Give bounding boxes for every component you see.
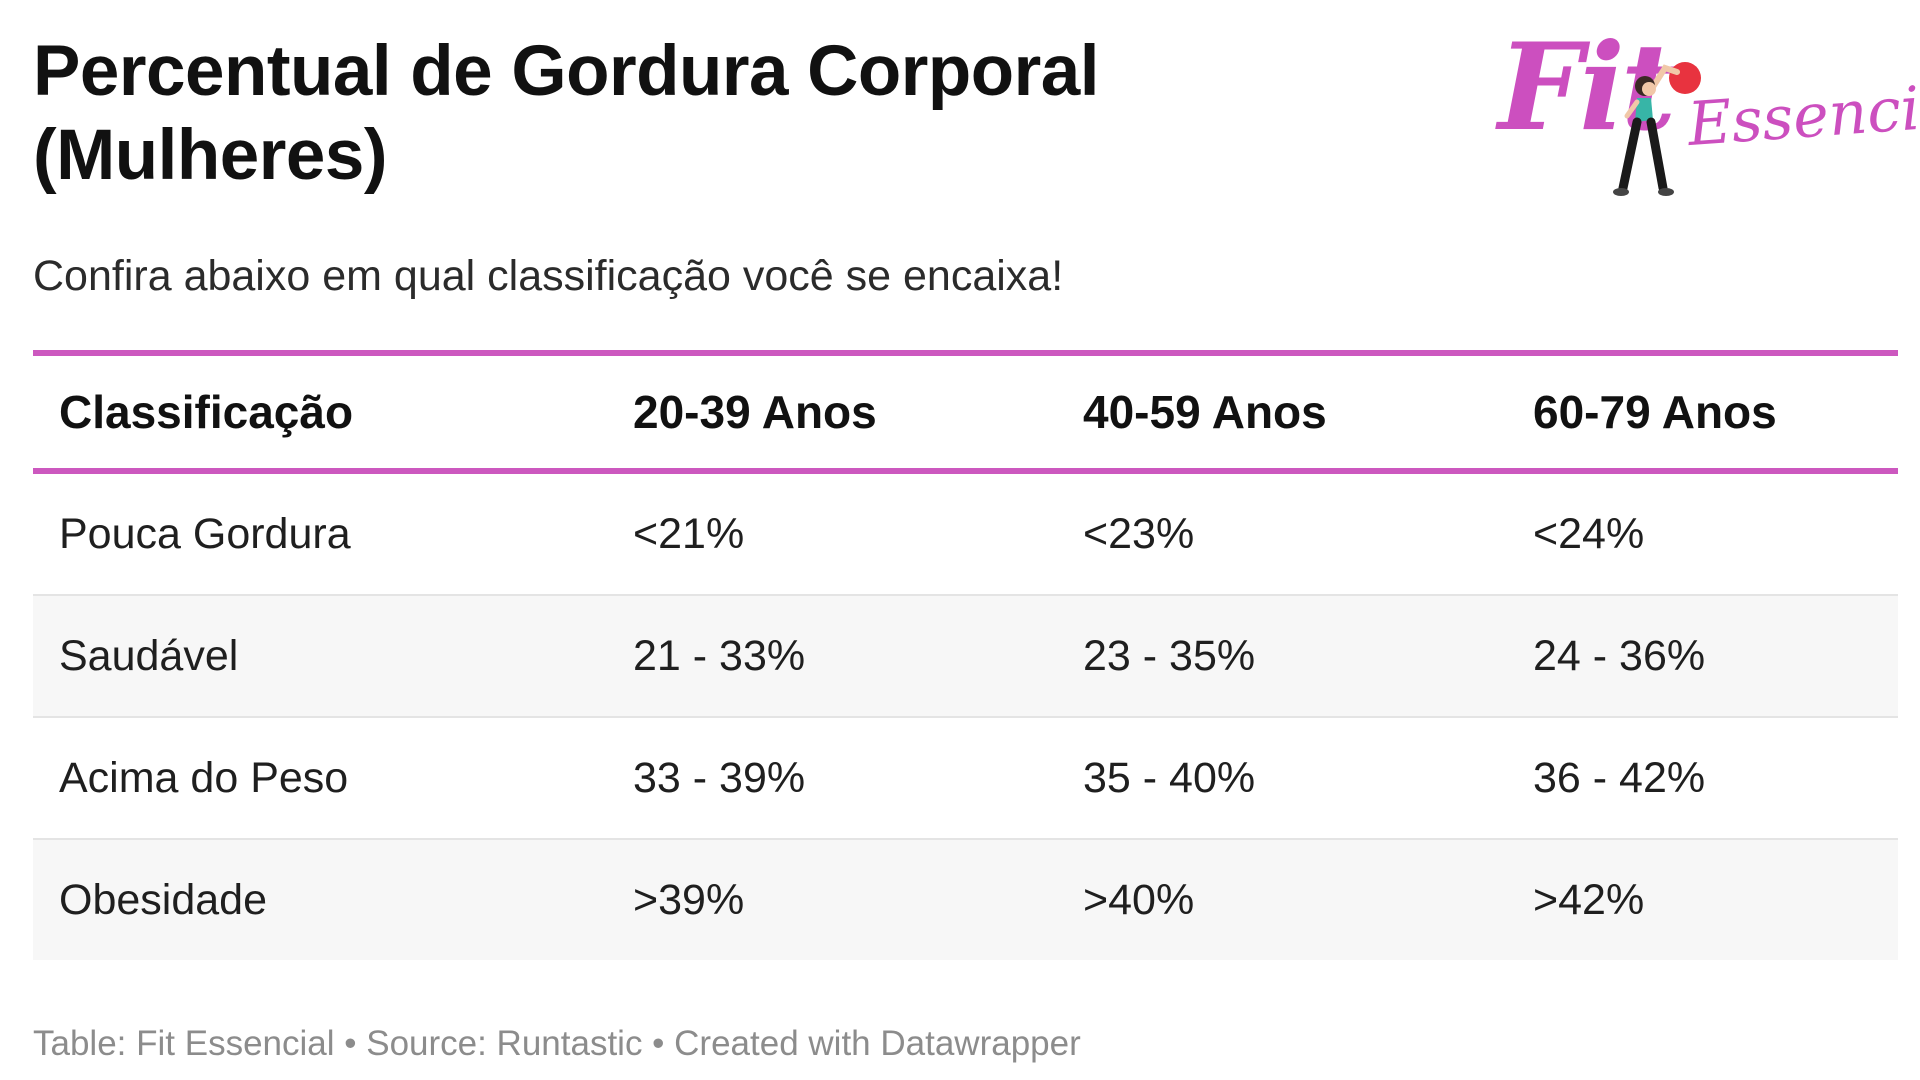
woman-exercising-icon — [1613, 62, 1701, 196]
value-cell: 21 - 33% — [633, 631, 806, 680]
table-row: Saudável 21 - 33% 23 - 35% 24 - 36% — [33, 595, 1898, 717]
value-cell: >40% — [1083, 875, 1195, 924]
table-row: Pouca Gordura <21% <23% <24% — [33, 471, 1898, 595]
table-header-row: Classificação 20-39 Anos 40-59 Anos 60-79 A… — [33, 353, 1898, 471]
value-cell: 33 - 39% — [633, 753, 806, 802]
chart-title: Percentual de Gordura Corporal (Mulheres… — [33, 30, 1433, 198]
value-cell: <21% — [633, 509, 745, 558]
value-cell: <23% — [1083, 509, 1195, 558]
fit-essencial-logo: Fit Essencial — [1488, 28, 1920, 198]
column-header: 60-79 Anos — [1533, 386, 1777, 438]
chart-footer: Table: Fit Essencial • Source: Runtastic… — [33, 1024, 1081, 1063]
row-label-cell: Pouca Gordura — [59, 509, 351, 558]
row-label-cell: Obesidade — [59, 875, 267, 924]
value-cell: <24% — [1533, 509, 1645, 558]
column-header: 20-39 Anos — [633, 386, 877, 438]
body-fat-table: Classificação 20-39 Anos 40-59 Anos 60-79 A… — [33, 350, 1898, 960]
value-cell: 35 - 40% — [1083, 753, 1256, 802]
value-cell: 23 - 35% — [1083, 631, 1256, 680]
body-fat-table-container: Classificação 20-39 Anos 40-59 Anos 60-79 A… — [33, 350, 1898, 960]
table-body: Pouca Gordura <21% <23% <24% Saudável 21 - 33… — [33, 471, 1898, 960]
value-cell: >39% — [633, 875, 745, 924]
chart-title-line-2: (Mulheres) — [33, 116, 388, 195]
column-header: Classificação — [59, 386, 354, 438]
logo-word-essencial: Essencial — [1685, 70, 1920, 160]
row-label-cell: Saudável — [59, 631, 239, 680]
value-cell: 24 - 36% — [1533, 631, 1706, 680]
table-row: Acima do Peso 33 - 39% 35 - 40% 36 - 42% — [33, 717, 1898, 839]
chart-title-line-1: Percentual de Gordura Corporal — [33, 32, 1100, 111]
chart-header: Percentual de Gordura Corporal (Mulheres… — [33, 30, 1433, 302]
row-label-cell: Acima do Peso — [59, 753, 349, 802]
chart-subtitle: Confira abaixo em qual classificação voc… — [33, 252, 1064, 300]
value-cell: >42% — [1533, 875, 1645, 924]
table-row: Obesidade >39% >40% >42% — [33, 839, 1898, 960]
column-header: 40-59 Anos — [1083, 386, 1327, 438]
value-cell: 36 - 42% — [1533, 753, 1706, 802]
